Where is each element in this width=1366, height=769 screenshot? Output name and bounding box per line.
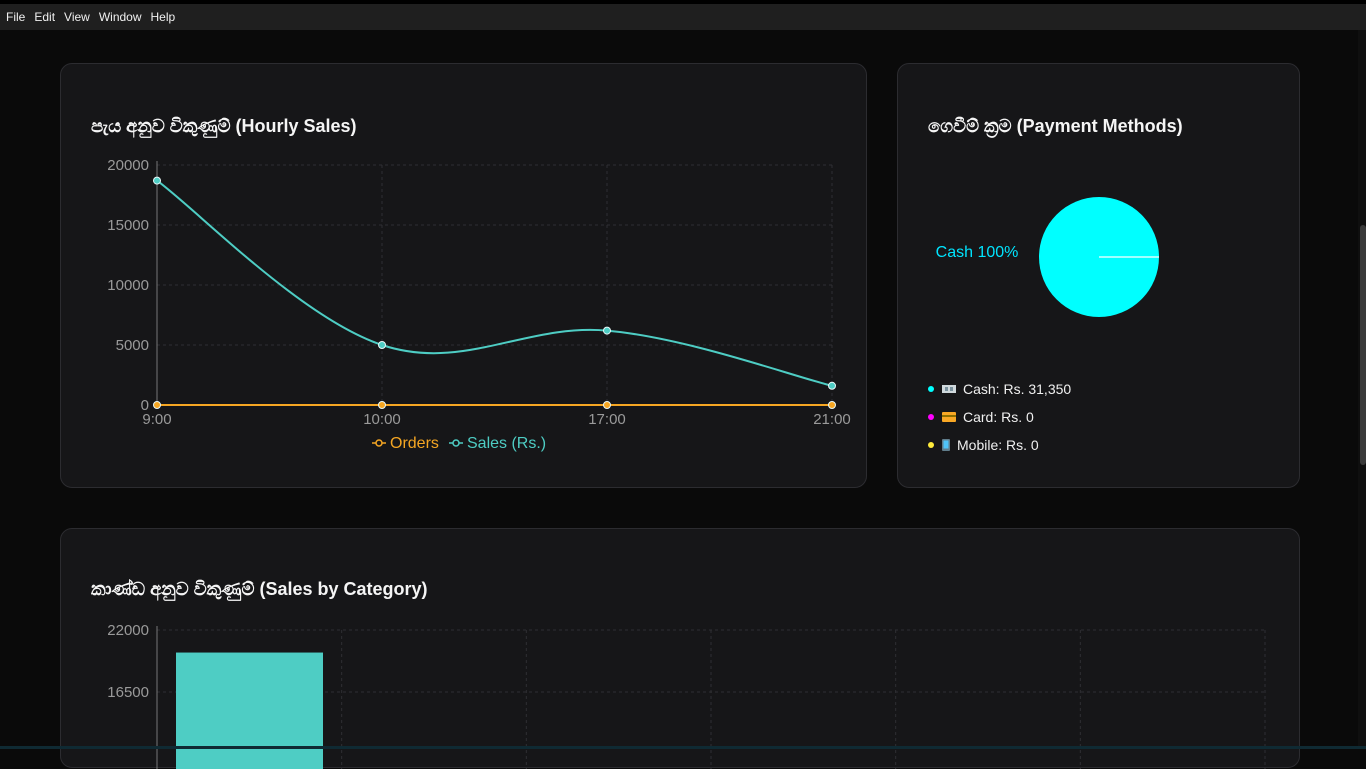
window-top-edge [0, 0, 1366, 4]
x-tick-label: 9:00 [142, 411, 171, 428]
data-point-orders [378, 401, 386, 409]
scrollbar-thumb[interactable] [1360, 225, 1366, 465]
payment-legend-item: Cash: Rs. 31,350 [928, 381, 1071, 397]
y-tick-label: 20000 [107, 157, 149, 174]
y-tick-label: 0 [141, 397, 149, 414]
payment-legend-label: Mobile: Rs. 0 [957, 437, 1039, 453]
y-tick-label: 10000 [107, 277, 149, 294]
payment-methods-card: ගෙවීම් ක්‍රම (Payment Methods) Cash 100%… [897, 63, 1300, 488]
legend-label: Orders [390, 435, 439, 452]
payment-methods-pie-chart: Cash 100% [936, 197, 1159, 317]
data-point-orders [828, 401, 836, 409]
card-icon [942, 412, 956, 422]
data-point-orders [153, 401, 161, 409]
menu-bar: File Edit View Window Help [0, 4, 1366, 30]
data-point-sales-rs [378, 341, 386, 349]
x-tick-label: 17:00 [588, 411, 626, 428]
payment-legend-item: Mobile: Rs. 0 [928, 437, 1039, 453]
legend-label: Sales (Rs.) [467, 435, 546, 452]
legend-swatch-dot [452, 439, 460, 447]
y-tick-label: 16500 [107, 684, 149, 701]
hourly-sales-title: පැය අනුව විකුණුම් (Hourly Sales) [91, 116, 357, 136]
y-tick-label: 15000 [107, 217, 149, 234]
payment-legend-label: Cash: Rs. 31,350 [963, 381, 1072, 397]
menu-window[interactable]: Window [98, 10, 142, 24]
hourly-sales-card: පැය අනුව විකුණුම් (Hourly Sales) 0 5000 10… [60, 63, 867, 488]
legend-swatch-dot [375, 439, 383, 447]
legend-color-dot [928, 386, 934, 392]
data-point-sales-rs [153, 176, 161, 185]
data-point-sales-rs [603, 326, 611, 335]
x-tick-label: 10:00 [363, 411, 401, 428]
x-tick-label: 21:00 [813, 411, 851, 428]
bottom-edge [0, 746, 1366, 749]
data-point-sales-rs [828, 381, 836, 390]
payment-legend-item: Card: Rs. 0 [928, 409, 1034, 425]
menu-help[interactable]: Help [150, 10, 176, 24]
menu-file[interactable]: File [6, 10, 26, 24]
category-bar [176, 652, 323, 769]
page-scrollbar[interactable] [1358, 30, 1366, 749]
sales-by-category-chart: 16500 22000 [107, 622, 1266, 769]
y-tick-label: 22000 [107, 622, 149, 639]
pie-label-cash: Cash 100% [936, 244, 1019, 261]
series-line-sales-rs [156, 179, 833, 387]
payment-legend-label: Card: Rs. 0 [963, 409, 1034, 425]
payment-methods-title: ගෙවීම් ක්‍රම (Payment Methods) [928, 116, 1183, 136]
legend-color-dot [928, 442, 934, 448]
hourly-sales-chart: 0 5000 10000 15000 20000 9:00 10:00 17:00 21:00 O… [107, 157, 851, 452]
sales-by-category-title: කාණ්ඩ අනුව විකුණුම් (Sales by Category) [91, 579, 428, 599]
mobile-icon [942, 439, 950, 451]
sales-by-category-card: කාණ්ඩ අනුව විකුණුම් (Sales by Category) … [60, 528, 1300, 769]
cash-icon [942, 384, 956, 394]
data-point-orders [603, 401, 611, 409]
menu-edit[interactable]: Edit [34, 10, 56, 24]
y-tick-label: 5000 [116, 337, 149, 354]
legend-color-dot [928, 414, 934, 420]
menu-view[interactable]: View [64, 10, 90, 24]
